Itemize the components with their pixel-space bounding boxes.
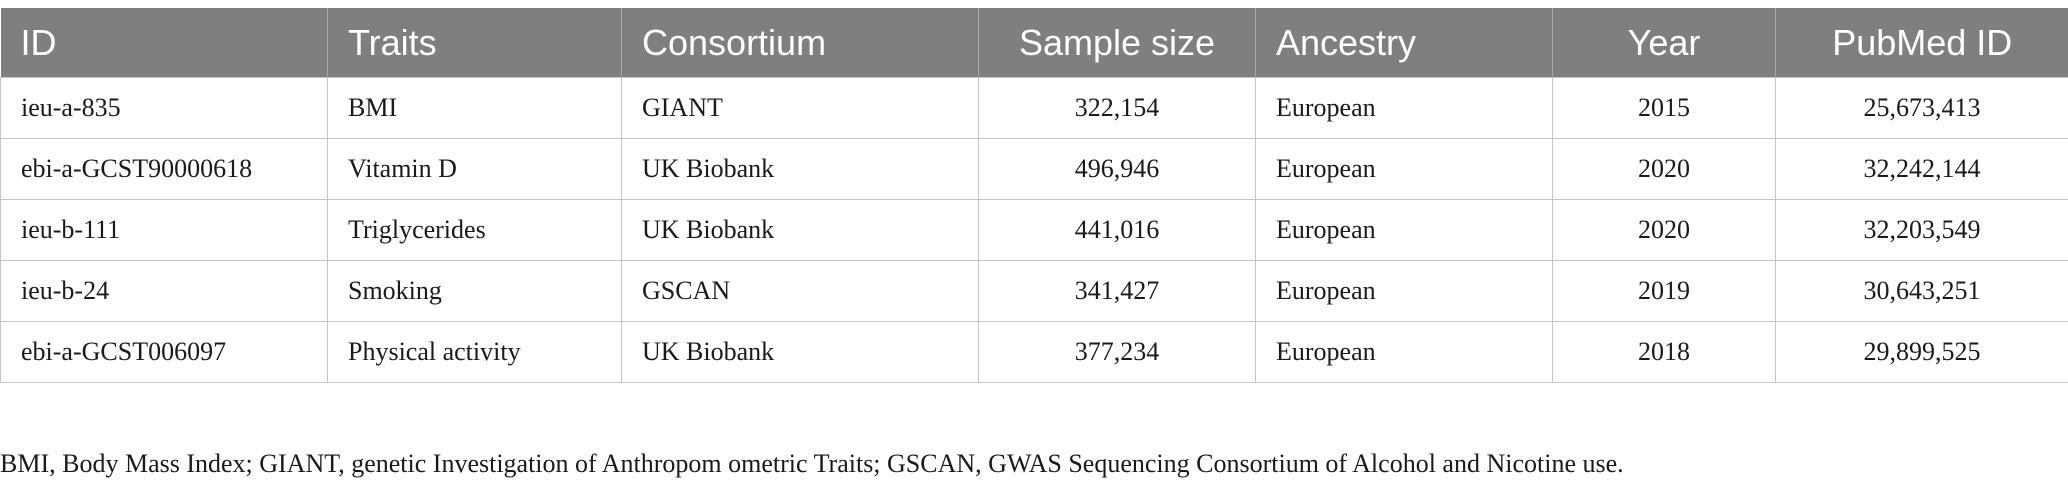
cell-trait: BMI: [327, 77, 622, 139]
header-cell-year: Year: [1552, 8, 1776, 78]
cell-ancestry: European: [1255, 77, 1553, 139]
header-cell-id: ID: [0, 8, 328, 78]
cell-sample-size: 341,427: [978, 260, 1256, 322]
cell-pubmed-id: 30,643,251: [1775, 260, 2068, 322]
table-body: ieu-a-835 BMI GIANT 322,154 European 201…: [0, 77, 2068, 383]
cell-sample-size: 441,016: [978, 199, 1256, 261]
cell-pubmed-id: 25,673,413: [1775, 77, 2068, 139]
cell-consortium: UK Biobank: [621, 321, 979, 383]
header-cell-traits: Traits: [327, 8, 622, 78]
data-table-container: ID Traits Consortium Sample size Ancestr…: [0, 8, 2068, 383]
cell-trait: Physical activity: [327, 321, 622, 383]
cell-sample-size: 496,946: [978, 138, 1256, 200]
cell-id: ieu-a-835: [0, 77, 328, 139]
cell-pubmed-id: 32,242,144: [1775, 138, 2068, 200]
header-cell-pubmed-id: PubMed ID: [1775, 8, 2068, 78]
cell-pubmed-id: 32,203,549: [1775, 199, 2068, 261]
cell-ancestry: European: [1255, 321, 1553, 383]
cell-sample-size: 377,234: [978, 321, 1256, 383]
cell-consortium: GIANT: [621, 77, 979, 139]
table-row: ieu-a-835 BMI GIANT 322,154 European 201…: [0, 77, 2068, 139]
header-cell-sample-size: Sample size: [978, 8, 1256, 78]
cell-id: ebi-a-GCST006097: [0, 321, 328, 383]
gwas-data-table: ID Traits Consortium Sample size Ancestr…: [0, 8, 2068, 383]
cell-year: 2020: [1552, 199, 1776, 261]
header-row: ID Traits Consortium Sample size Ancestr…: [0, 8, 2068, 78]
cell-id: ebi-a-GCST90000618: [0, 138, 328, 200]
header-cell-consortium: Consortium: [621, 8, 979, 78]
cell-sample-size: 322,154: [978, 77, 1256, 139]
cell-id: ieu-b-24: [0, 260, 328, 322]
header-cell-ancestry: Ancestry: [1255, 8, 1553, 78]
cell-ancestry: European: [1255, 199, 1553, 261]
table-footnote: BMI, Body Mass Index; GIANT, genetic Inv…: [0, 449, 1624, 478]
cell-year: 2019: [1552, 260, 1776, 322]
cell-ancestry: European: [1255, 260, 1553, 322]
cell-year: 2018: [1552, 321, 1776, 383]
cell-year: 2015: [1552, 77, 1776, 139]
cell-consortium: UK Biobank: [621, 138, 979, 200]
table-row: ebi-a-GCST006097 Physical activity UK Bi…: [0, 321, 2068, 383]
table-header: ID Traits Consortium Sample size Ancestr…: [0, 8, 2068, 78]
table-row: ieu-b-24 Smoking GSCAN 341,427 European …: [0, 260, 2068, 322]
cell-ancestry: European: [1255, 138, 1553, 200]
cell-pubmed-id: 29,899,525: [1775, 321, 2068, 383]
cell-trait: Triglycerides: [327, 199, 622, 261]
cell-consortium: UK Biobank: [621, 199, 979, 261]
cell-trait: Vitamin D: [327, 138, 622, 200]
cell-consortium: GSCAN: [621, 260, 979, 322]
table-row: ebi-a-GCST90000618 Vitamin D UK Biobank …: [0, 138, 2068, 200]
cell-year: 2020: [1552, 138, 1776, 200]
cell-id: ieu-b-111: [0, 199, 328, 261]
table-row: ieu-b-111 Triglycerides UK Biobank 441,0…: [0, 199, 2068, 261]
cell-trait: Smoking: [327, 260, 622, 322]
